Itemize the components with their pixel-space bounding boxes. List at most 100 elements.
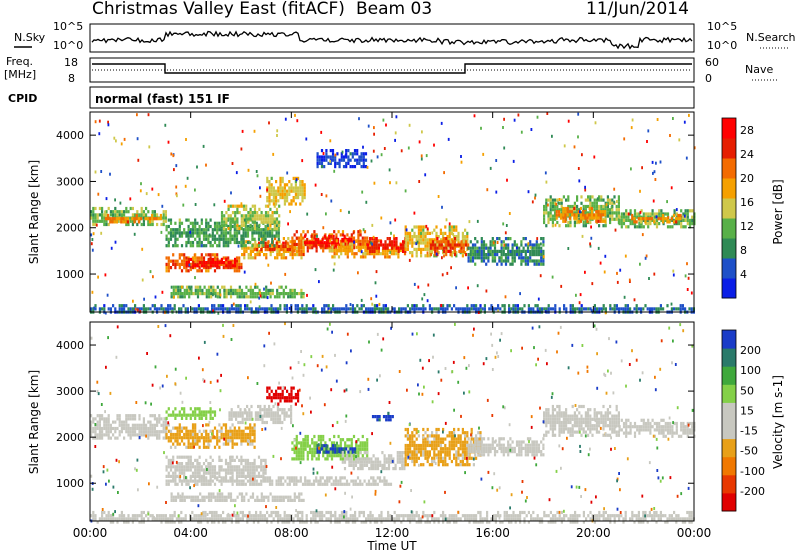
data-cell bbox=[593, 304, 596, 308]
data-cell bbox=[449, 249, 452, 253]
data-cell bbox=[409, 235, 412, 239]
data-cell bbox=[547, 211, 550, 215]
speckle-cell bbox=[136, 308, 139, 312]
data-cell bbox=[247, 227, 250, 231]
data-cell bbox=[504, 246, 508, 250]
data-cell bbox=[311, 438, 314, 442]
data-cell bbox=[404, 249, 407, 253]
data-cell bbox=[277, 402, 280, 406]
data-cell bbox=[160, 430, 163, 434]
speckle-cell bbox=[170, 285, 173, 289]
data-cell bbox=[265, 285, 268, 289]
data-cell bbox=[511, 243, 514, 247]
data-cell bbox=[371, 246, 374, 250]
data-cell bbox=[277, 392, 280, 397]
data-cell bbox=[242, 244, 245, 248]
speckle-cell bbox=[305, 137, 308, 141]
speckle-cell bbox=[558, 198, 561, 201]
data-cell bbox=[507, 253, 510, 257]
data-cell bbox=[206, 307, 209, 311]
data-cell bbox=[335, 444, 338, 448]
data-cell bbox=[180, 262, 184, 266]
data-cell bbox=[512, 304, 515, 308]
data-cell bbox=[234, 288, 237, 292]
data-cell bbox=[485, 246, 488, 250]
data-cell bbox=[555, 213, 558, 217]
speckle-cell bbox=[164, 123, 167, 127]
data-cell bbox=[485, 256, 488, 260]
data-cell bbox=[257, 471, 261, 475]
data-cell bbox=[248, 414, 251, 418]
data-cell bbox=[266, 389, 269, 393]
data-cell bbox=[275, 234, 278, 238]
data-cell bbox=[545, 198, 548, 202]
data-cell bbox=[686, 222, 689, 226]
data-cell bbox=[92, 216, 95, 220]
data-cell bbox=[297, 450, 301, 455]
data-cell bbox=[266, 386, 269, 390]
data-cell bbox=[325, 450, 328, 454]
data-cell bbox=[151, 304, 154, 308]
data-cell bbox=[114, 420, 117, 424]
data-cell bbox=[406, 431, 409, 435]
data-cell bbox=[138, 417, 141, 421]
speckle-cell bbox=[332, 268, 335, 272]
data-cell bbox=[323, 304, 326, 308]
speckle-cell bbox=[529, 245, 532, 249]
data-cell bbox=[466, 231, 469, 235]
data-cell bbox=[529, 243, 532, 247]
speckle-cell bbox=[655, 215, 658, 219]
data-cell bbox=[359, 463, 362, 467]
data-cell bbox=[179, 285, 182, 289]
data-cell bbox=[326, 447, 329, 451]
data-cell bbox=[351, 304, 354, 308]
data-cell bbox=[513, 243, 516, 247]
data-cell bbox=[326, 454, 329, 458]
speckle-cell bbox=[258, 296, 261, 300]
data-cell bbox=[511, 253, 514, 257]
data-cell bbox=[127, 210, 130, 214]
data-cell bbox=[337, 242, 340, 247]
data-cell bbox=[205, 458, 208, 462]
data-cell bbox=[537, 259, 541, 263]
data-cell bbox=[372, 463, 375, 467]
data-cell bbox=[252, 246, 255, 250]
data-cell bbox=[267, 288, 270, 292]
data-cell bbox=[276, 408, 279, 412]
data-cell bbox=[489, 240, 492, 244]
speckle-cell bbox=[656, 118, 659, 121]
data-cell bbox=[120, 220, 123, 224]
data-cell bbox=[210, 498, 213, 502]
freq-tick-bottom: 8 bbox=[68, 72, 75, 85]
data-cell bbox=[281, 408, 284, 412]
speckle-cell bbox=[581, 153, 583, 157]
data-cell bbox=[424, 247, 427, 251]
data-cell bbox=[551, 214, 554, 218]
data-cell bbox=[183, 455, 186, 459]
data-cell bbox=[507, 256, 510, 260]
speckle-cell bbox=[460, 155, 462, 158]
data-cell bbox=[585, 307, 588, 311]
data-cell bbox=[200, 410, 203, 414]
data-cell bbox=[235, 432, 239, 437]
data-cell bbox=[476, 256, 479, 260]
data-cell bbox=[275, 244, 278, 248]
data-cell bbox=[268, 414, 271, 418]
data-cell bbox=[96, 219, 99, 223]
data-cell bbox=[633, 307, 636, 311]
data-cell bbox=[327, 155, 330, 159]
data-cell bbox=[156, 213, 159, 217]
data-cell bbox=[169, 259, 173, 263]
data-cell bbox=[571, 304, 574, 308]
data-cell bbox=[373, 255, 376, 259]
data-cell bbox=[167, 474, 170, 478]
data-cell bbox=[138, 213, 141, 217]
data-cell bbox=[229, 214, 232, 218]
data-cell bbox=[218, 465, 221, 469]
data-cell bbox=[560, 201, 563, 205]
data-cell bbox=[282, 288, 285, 292]
data-cell bbox=[101, 433, 104, 437]
data-cell bbox=[231, 264, 234, 268]
data-cell bbox=[260, 214, 263, 218]
data-cell bbox=[214, 288, 217, 292]
